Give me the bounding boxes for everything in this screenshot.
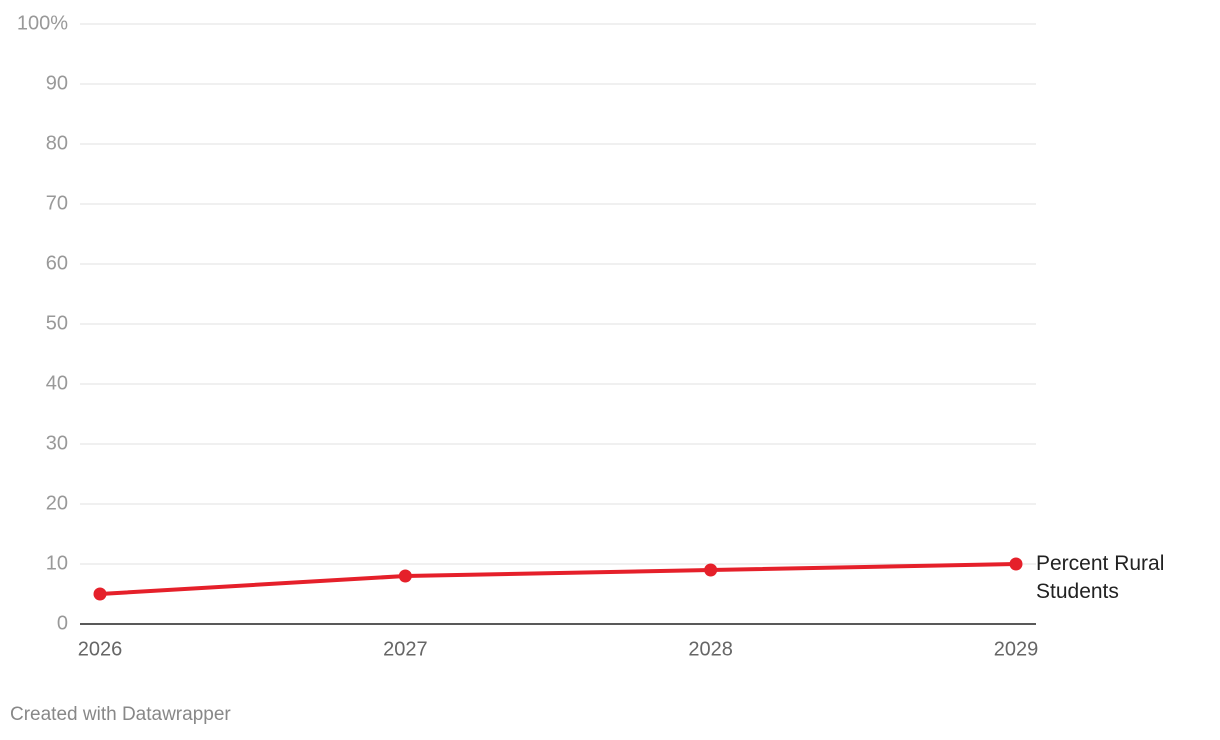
y-tick-label: 0 bbox=[57, 612, 68, 634]
y-tick-label: 20 bbox=[46, 492, 68, 514]
y-tick-label: 50 bbox=[46, 312, 68, 334]
y-tick-label: 90 bbox=[46, 72, 68, 94]
x-tick-label: 2028 bbox=[688, 638, 733, 660]
credit: Created with Datawrapper bbox=[10, 704, 231, 725]
y-tick-label: 100% bbox=[17, 12, 68, 34]
chart: 0 10 20 30 40 50 60 70 80 90 100% 2026 2027 2028 2029 bbox=[17, 12, 1039, 660]
data-point bbox=[1009, 557, 1023, 571]
y-tick-label: 10 bbox=[46, 552, 68, 574]
data-point bbox=[704, 563, 718, 577]
y-tick-label: 40 bbox=[46, 372, 68, 394]
data-point bbox=[398, 569, 412, 583]
data-point bbox=[93, 587, 107, 601]
x-tick-label: 2026 bbox=[78, 638, 123, 660]
x-tick-label: 2029 bbox=[994, 638, 1039, 660]
series-label: Percent Rural Students bbox=[1036, 552, 1165, 603]
series-line bbox=[99, 562, 1017, 596]
y-tick-label: 30 bbox=[46, 432, 68, 454]
y-tick-label: 80 bbox=[46, 132, 68, 154]
y-tick-label: 60 bbox=[46, 252, 68, 274]
x-tick-label: 2027 bbox=[383, 638, 428, 660]
y-tick-label: 70 bbox=[46, 192, 68, 214]
